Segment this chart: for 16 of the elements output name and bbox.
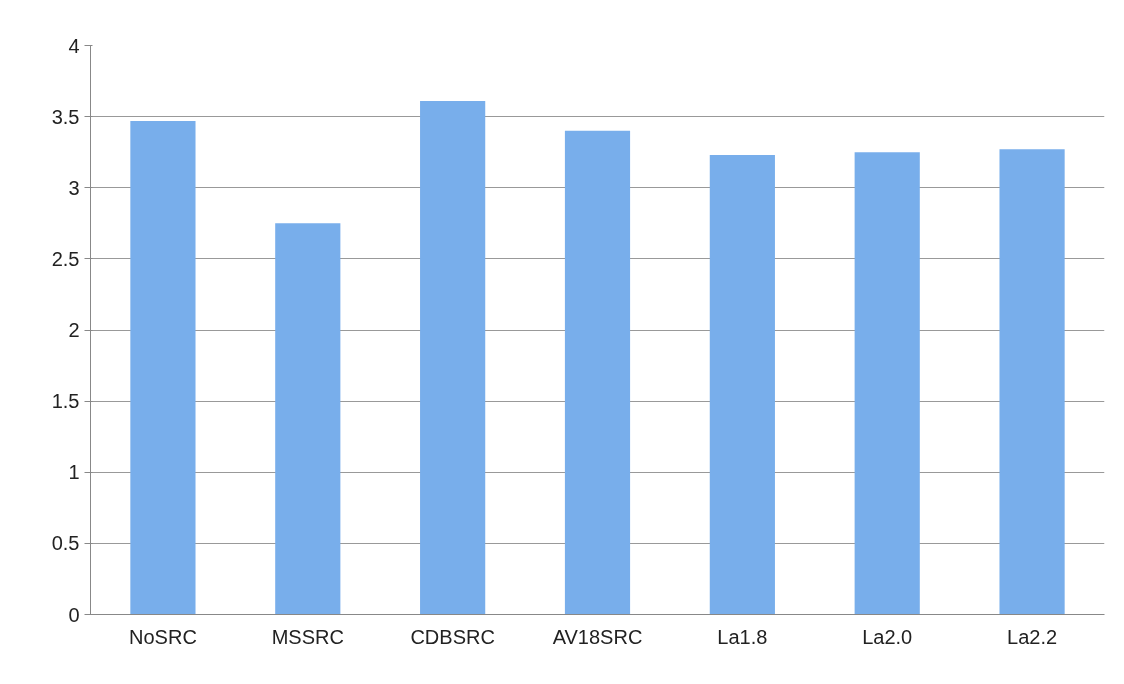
y-tick-label: 3.5	[51, 105, 80, 128]
y-tick-label: 1.5	[51, 390, 80, 413]
y-tick-label: 2	[68, 319, 80, 341]
y-tick-label: 4	[68, 34, 80, 57]
y-tick-label: 1	[68, 461, 80, 484]
x-tick-label: CDBSRC	[410, 625, 495, 648]
x-tick-label: La1.8	[717, 625, 768, 648]
x-tick-label: NoSRC	[129, 625, 197, 648]
x-tick-label: La2.2	[1007, 625, 1058, 648]
x-tick-label: AV18SRC	[552, 625, 643, 648]
y-tick-label: 0.5	[51, 532, 80, 555]
y-tick-label: 2.5	[51, 247, 80, 270]
y-tick-label: 0	[68, 603, 80, 626]
x-tick-label: MSSRC	[271, 625, 344, 648]
y-tick-label: 3	[68, 176, 80, 199]
x-tick-label: La2.0	[862, 625, 913, 648]
